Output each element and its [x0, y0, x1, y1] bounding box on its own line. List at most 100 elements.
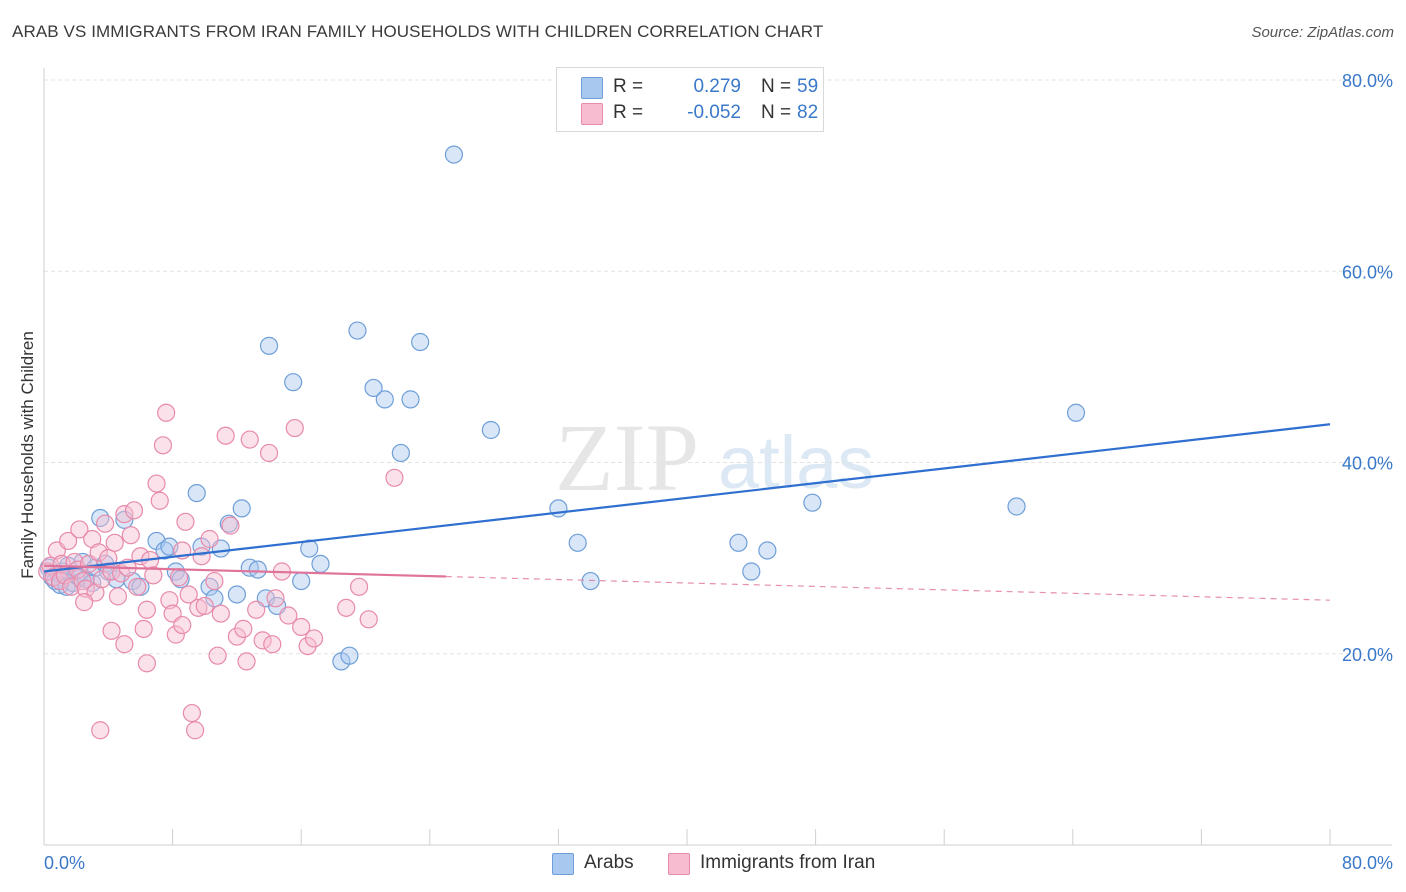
- point-iran: [211, 604, 230, 623]
- point-iran: [144, 566, 163, 585]
- watermark-zip: ZIP: [555, 404, 699, 511]
- point-iran: [105, 533, 124, 552]
- point-iran: [247, 600, 266, 619]
- point-iran: [166, 625, 185, 644]
- point-arabs: [115, 510, 134, 529]
- point-arabs: [411, 332, 430, 352]
- trend-line-arabs: [43, 423, 1331, 573]
- legend-r-label: R =: [613, 102, 644, 123]
- point-iran: [349, 577, 369, 596]
- trend-line-iran: [43, 564, 446, 578]
- point-arabs: [742, 562, 761, 581]
- point-iran: [182, 703, 201, 723]
- point-iran: [195, 596, 214, 616]
- legend-swatch-iran: [581, 103, 603, 125]
- point-arabs: [391, 443, 410, 463]
- point-iran: [279, 606, 298, 625]
- point-iran: [240, 430, 259, 449]
- point-iran: [176, 512, 195, 531]
- point-arabs: [348, 321, 367, 340]
- point-iran: [70, 520, 89, 539]
- source-label: Source: ZipAtlas.com: [1251, 24, 1394, 41]
- bottom-legend-label-iran: Immigrants from Iran: [700, 852, 876, 873]
- legend-n-value: 82: [797, 102, 819, 123]
- legend-r-value: -0.052: [687, 102, 741, 123]
- point-arabs: [581, 571, 600, 591]
- point-arabs: [444, 145, 464, 164]
- point-iran: [115, 505, 134, 524]
- point-iran: [102, 621, 121, 640]
- point-iran: [95, 514, 115, 533]
- bottom-legend-label-arabs: Arabs: [584, 852, 634, 873]
- point-iran: [76, 579, 95, 598]
- point-arabs: [232, 499, 251, 518]
- point-iran: [115, 635, 134, 654]
- point-arabs: [284, 373, 303, 392]
- tick-labels: 20.0% 40.0% 60.0% 80.0% 0.0% 80.0%: [44, 71, 1393, 873]
- point-arabs: [340, 646, 359, 665]
- point-iran: [134, 619, 153, 638]
- point-arabs: [187, 484, 206, 503]
- point-iran: [285, 418, 304, 438]
- point-iran: [186, 721, 205, 740]
- point-iran: [62, 577, 81, 596]
- y-tick-label: 20.0%: [1342, 645, 1393, 665]
- point-iran: [304, 629, 324, 648]
- point-arabs: [401, 390, 420, 409]
- x-tick-label: 0.0%: [44, 853, 85, 873]
- point-iran: [200, 529, 219, 549]
- point-iran: [179, 585, 198, 604]
- x-tick-label: 80.0%: [1342, 853, 1393, 873]
- point-iran: [160, 591, 179, 610]
- point-iran: [124, 501, 144, 520]
- point-arabs: [311, 554, 330, 573]
- point-iran: [173, 615, 192, 635]
- axes: [43, 68, 1392, 846]
- point-arabs: [758, 541, 777, 560]
- point-iran: [150, 491, 169, 510]
- point-iran: [221, 516, 240, 535]
- point-arabs: [481, 420, 500, 440]
- legend-swatch-arabs: [581, 77, 603, 99]
- point-arabs: [729, 533, 748, 552]
- legend-r-label: R =: [613, 76, 644, 97]
- point-iran: [216, 426, 235, 445]
- y-tick-label: 80.0%: [1342, 71, 1393, 91]
- point-iran: [266, 589, 285, 608]
- point-iran: [59, 531, 78, 551]
- point-arabs: [200, 577, 219, 596]
- point-arabs: [259, 336, 279, 355]
- point-iran: [237, 652, 256, 671]
- chart-title: ARAB VS IMMIGRANTS FROM IRAN FAMILY HOUS…: [12, 22, 824, 41]
- point-iran: [137, 600, 156, 619]
- y-tick-label: 60.0%: [1342, 262, 1393, 282]
- watermark: ZIP atlas: [555, 404, 874, 511]
- point-iran: [385, 468, 404, 487]
- point-iran: [208, 646, 227, 665]
- y-tick-label: 40.0%: [1342, 454, 1393, 474]
- point-arabs: [292, 571, 311, 591]
- legend-n-label: N =: [761, 102, 792, 123]
- point-iran: [91, 721, 110, 740]
- point-iran: [89, 543, 108, 562]
- point-iran: [263, 635, 282, 654]
- point-iran: [205, 571, 224, 591]
- point-iran: [253, 631, 272, 650]
- point-arabs: [803, 493, 822, 512]
- point-iran: [92, 570, 111, 589]
- bottom-legend-swatch-iran: [668, 853, 690, 875]
- point-arabs: [1007, 497, 1026, 516]
- point-arabs: [227, 585, 246, 604]
- point-iran: [259, 443, 279, 463]
- point-iran: [153, 436, 173, 455]
- trend-line-iran-dashed: [445, 575, 1331, 601]
- point-iran: [157, 403, 176, 422]
- point-iran: [75, 593, 94, 612]
- point-iran: [108, 587, 128, 606]
- point-arabs: [248, 560, 267, 579]
- correlation-legend: R = 0.279 N = 59 R = -0.052 N = 82: [556, 67, 824, 132]
- point-iran: [192, 547, 211, 566]
- point-iran: [337, 598, 356, 617]
- point-iran: [137, 654, 156, 673]
